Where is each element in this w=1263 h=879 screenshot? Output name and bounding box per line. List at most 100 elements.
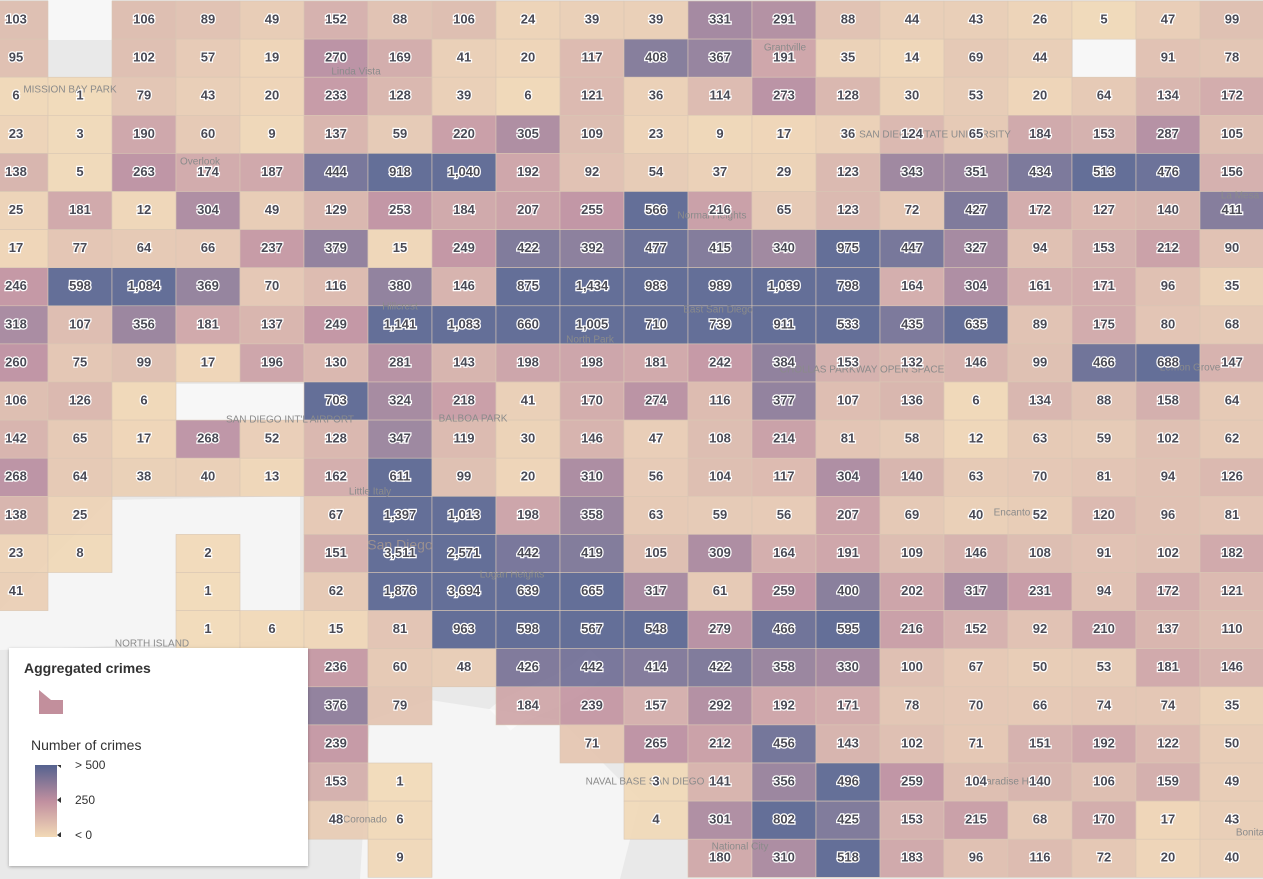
cell-count: 207 [517, 202, 539, 217]
cell-count: 802 [773, 812, 795, 827]
cell-count: 128 [389, 88, 411, 103]
cell-count: 6 [396, 812, 403, 827]
grid-cell [1199, 305, 1263, 345]
cell-count: 90 [1225, 240, 1239, 255]
grid-cell [1007, 343, 1073, 383]
cell-count: 239 [325, 735, 347, 750]
cell-count: 26 [1033, 11, 1047, 26]
cell-count: 347 [389, 431, 411, 446]
cell-count: 181 [645, 354, 667, 369]
cell-count: 140 [901, 469, 923, 484]
cell-count: 69 [969, 50, 983, 65]
grid-cell [0, 305, 49, 345]
cell-count: 291 [773, 11, 795, 26]
grid-cell [47, 115, 113, 154]
grid-cell [687, 267, 753, 307]
cell-count: 95 [9, 50, 23, 65]
cell-count: 146 [1221, 659, 1243, 674]
cell-count: 20 [1033, 88, 1047, 103]
grid-cell [879, 838, 945, 878]
grid-cell [1135, 800, 1201, 840]
grid-cell [1199, 381, 1263, 421]
place-label: SAN DIEGO STATE UNIVERSITY [859, 130, 1011, 141]
cell-count: 9 [716, 126, 723, 141]
grid-cell [943, 762, 1009, 802]
grid-cell [1071, 0, 1137, 40]
grid-cell [687, 534, 753, 573]
cell-count: 1,397 [384, 507, 417, 522]
cell-count: 263 [133, 164, 155, 179]
grid-cell [47, 229, 113, 269]
grid-cell [1071, 457, 1137, 497]
grid-cell [431, 610, 497, 649]
cell-count: 17 [9, 240, 23, 255]
grid-cell [943, 115, 1009, 154]
cell-count: 153 [901, 812, 923, 827]
grid-cell [815, 724, 881, 764]
cell-count: 121 [581, 88, 603, 103]
cell-count: 47 [1161, 11, 1175, 26]
cell-count: 108 [1029, 545, 1051, 560]
cell-count: 24 [521, 11, 536, 26]
cell-count: 81 [1225, 507, 1239, 522]
cell-count: 143 [837, 735, 859, 750]
place-label: BALBOA PARK [439, 414, 508, 425]
cell-count: 963 [453, 621, 475, 636]
grid-cell [623, 572, 689, 611]
cell-count: 30 [905, 88, 919, 103]
grid-cell [879, 153, 945, 192]
grid-cell [431, 457, 497, 497]
cell-count: 181 [69, 202, 91, 217]
grid-cell [815, 800, 881, 840]
cell-count: 310 [773, 850, 795, 865]
ramp-tick [57, 797, 61, 803]
cell-count: 367 [709, 50, 731, 65]
grid-cell [1007, 191, 1073, 230]
grid-cell [1199, 457, 1263, 497]
cell-count: 81 [841, 431, 855, 446]
cell-count: 13 [265, 469, 279, 484]
cell-count: 343 [901, 164, 923, 179]
grid-cell [239, 457, 305, 497]
cell-count: 117 [774, 469, 795, 484]
grid-cell [495, 0, 561, 40]
cell-count: 340 [773, 240, 795, 255]
cell-count: 74 [1097, 697, 1112, 712]
grid-cell [687, 305, 753, 345]
grid-cell [111, 191, 177, 230]
cell-count: 63 [969, 469, 983, 484]
cell-count: 192 [1093, 735, 1115, 750]
grid-cell [1199, 762, 1263, 802]
cell-count: 414 [645, 659, 667, 674]
grid-cell [47, 534, 113, 573]
cell-count: 49 [265, 11, 279, 26]
cell-count: 146 [965, 545, 987, 560]
place-label: East San Diego [683, 305, 753, 316]
cell-count: 54 [649, 164, 664, 179]
cell-count: 172 [1029, 202, 1051, 217]
grid-cell [879, 419, 945, 459]
cell-count: 39 [585, 11, 599, 26]
grid-cell [687, 572, 753, 611]
cell-count: 422 [709, 659, 731, 674]
cell-count: 268 [197, 431, 219, 446]
cell-count: 106 [133, 11, 155, 26]
grid-cell [1135, 343, 1201, 383]
cell-count: 89 [201, 11, 215, 26]
grid-cell [1007, 76, 1073, 116]
cell-count: 96 [1161, 278, 1175, 293]
grid-cell [495, 457, 561, 497]
cell-count: 268 [5, 469, 27, 484]
cell-count: 146 [965, 354, 987, 369]
cell-count: 153 [837, 354, 859, 369]
grid-cell [623, 648, 689, 688]
cell-count: 119 [454, 431, 475, 446]
color-ramp [35, 765, 61, 837]
grid-cell [751, 457, 817, 497]
grid-cell [303, 267, 369, 307]
grid-cell [1199, 76, 1263, 116]
cell-count: 12 [969, 431, 983, 446]
cell-count: 99 [1033, 354, 1047, 369]
cell-count: 1,083 [448, 316, 481, 331]
cell-count: 138 [5, 164, 27, 179]
